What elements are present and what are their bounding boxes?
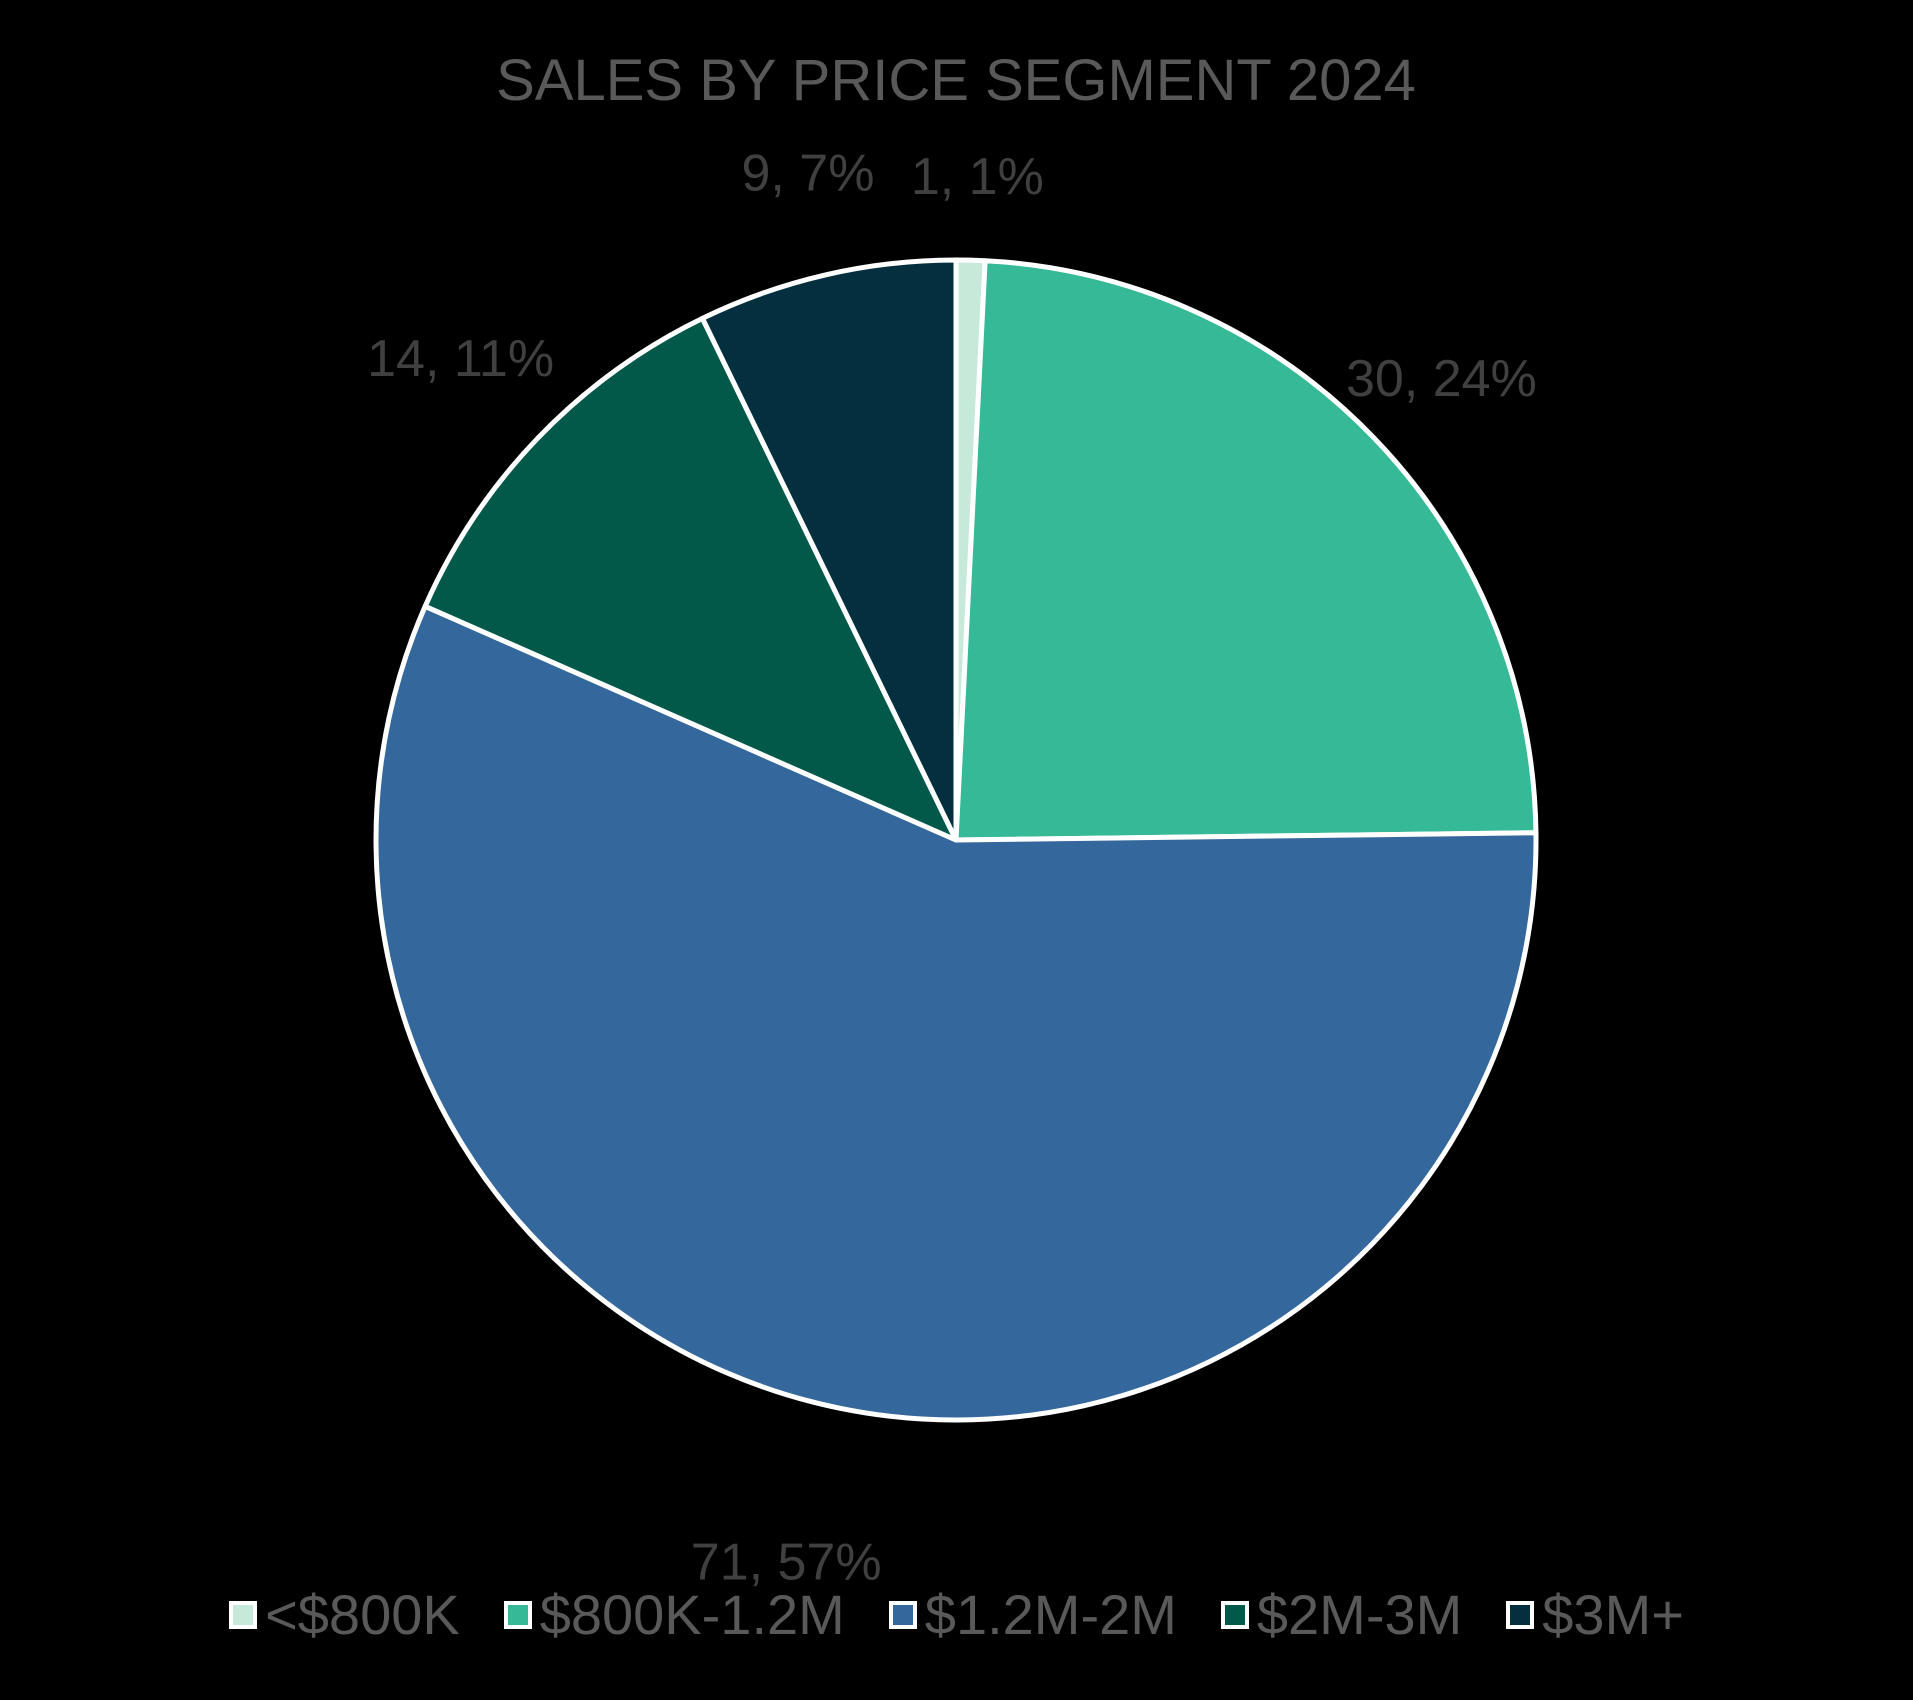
legend-swatch [1506, 1601, 1535, 1629]
legend-label: $1.2M-2M [924, 1583, 1177, 1646]
data-label-2: 30, 24% [1346, 350, 1537, 408]
legend-label: <$800K [265, 1583, 460, 1646]
legend-item-4: $2M-3M [1220, 1583, 1463, 1646]
data-label-1: 1, 1% [911, 148, 1044, 206]
chart-title: SALES BY PRICE SEGMENT 2024 [496, 48, 1416, 113]
pie-slices [373, 257, 1539, 1423]
legend-label: $3M+ [1542, 1583, 1684, 1646]
legend-item-5: $3M+ [1506, 1587, 1684, 1643]
legend-item-3: $1.2M-2M [888, 1583, 1177, 1646]
pie-slice-4 [422, 315, 959, 843]
pie-data-labels: 1, 1% 30, 24% 71, 57% 14, 11% 9, 7% [367, 145, 1537, 1592]
legend-swatch [888, 1601, 917, 1629]
data-label-3: 71, 57% [691, 1534, 882, 1592]
legend-swatch [229, 1601, 258, 1629]
legend-swatch [1220, 1601, 1249, 1629]
data-label-5: 9, 7% [741, 145, 874, 203]
pie-slice-5 [699, 257, 959, 843]
legend-item-2: $800K-1.2M [503, 1583, 845, 1646]
legend-item-1: <$800K [229, 1587, 460, 1643]
chart-legend: <$800K $800K-1.2M $1.2M-2M $2M-3M $3M+ [0, 1575, 1913, 1655]
legend-swatch [503, 1601, 532, 1629]
pie-slice-2 [953, 258, 1539, 843]
legend-label: $2M-3M [1256, 1583, 1463, 1646]
pie-slice-3 [373, 603, 1539, 1423]
legend-label: $800K-1.2M [539, 1583, 845, 1646]
data-label-4: 14, 11% [367, 330, 554, 388]
